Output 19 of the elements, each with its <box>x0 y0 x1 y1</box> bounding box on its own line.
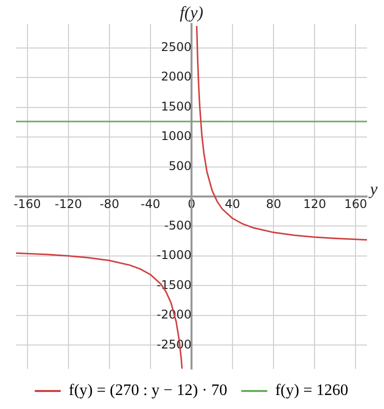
x-tick-label: -40 <box>140 196 160 211</box>
y-tick-label: -500 <box>164 218 192 232</box>
y-axis-title: f(y) <box>180 2 204 22</box>
y-tick-label: 2500 <box>160 40 192 54</box>
x-tick-label: 120 <box>303 196 326 211</box>
y-tick-label: 500 <box>168 158 192 173</box>
x-tick-label: 80 <box>266 196 282 211</box>
x-tick-label: 160 <box>344 196 368 211</box>
y-tick-label: 2000 <box>160 70 192 84</box>
x-tick-label: -120 <box>54 196 82 211</box>
y-tick-label: 1500 <box>160 99 192 114</box>
y-tick-label: -1000 <box>156 248 192 262</box>
x-axis-title: y <box>368 179 378 198</box>
x-tick-label: -80 <box>100 196 120 211</box>
legend-label: f(y) = (270 : y − 12) · 70 <box>68 382 228 400</box>
x-tick-label: 40 <box>224 196 240 211</box>
x-tick-label: -160 <box>14 196 41 211</box>
legend-label: f(y) = 1260 <box>275 382 348 400</box>
y-tick-label: 1000 <box>160 129 192 144</box>
